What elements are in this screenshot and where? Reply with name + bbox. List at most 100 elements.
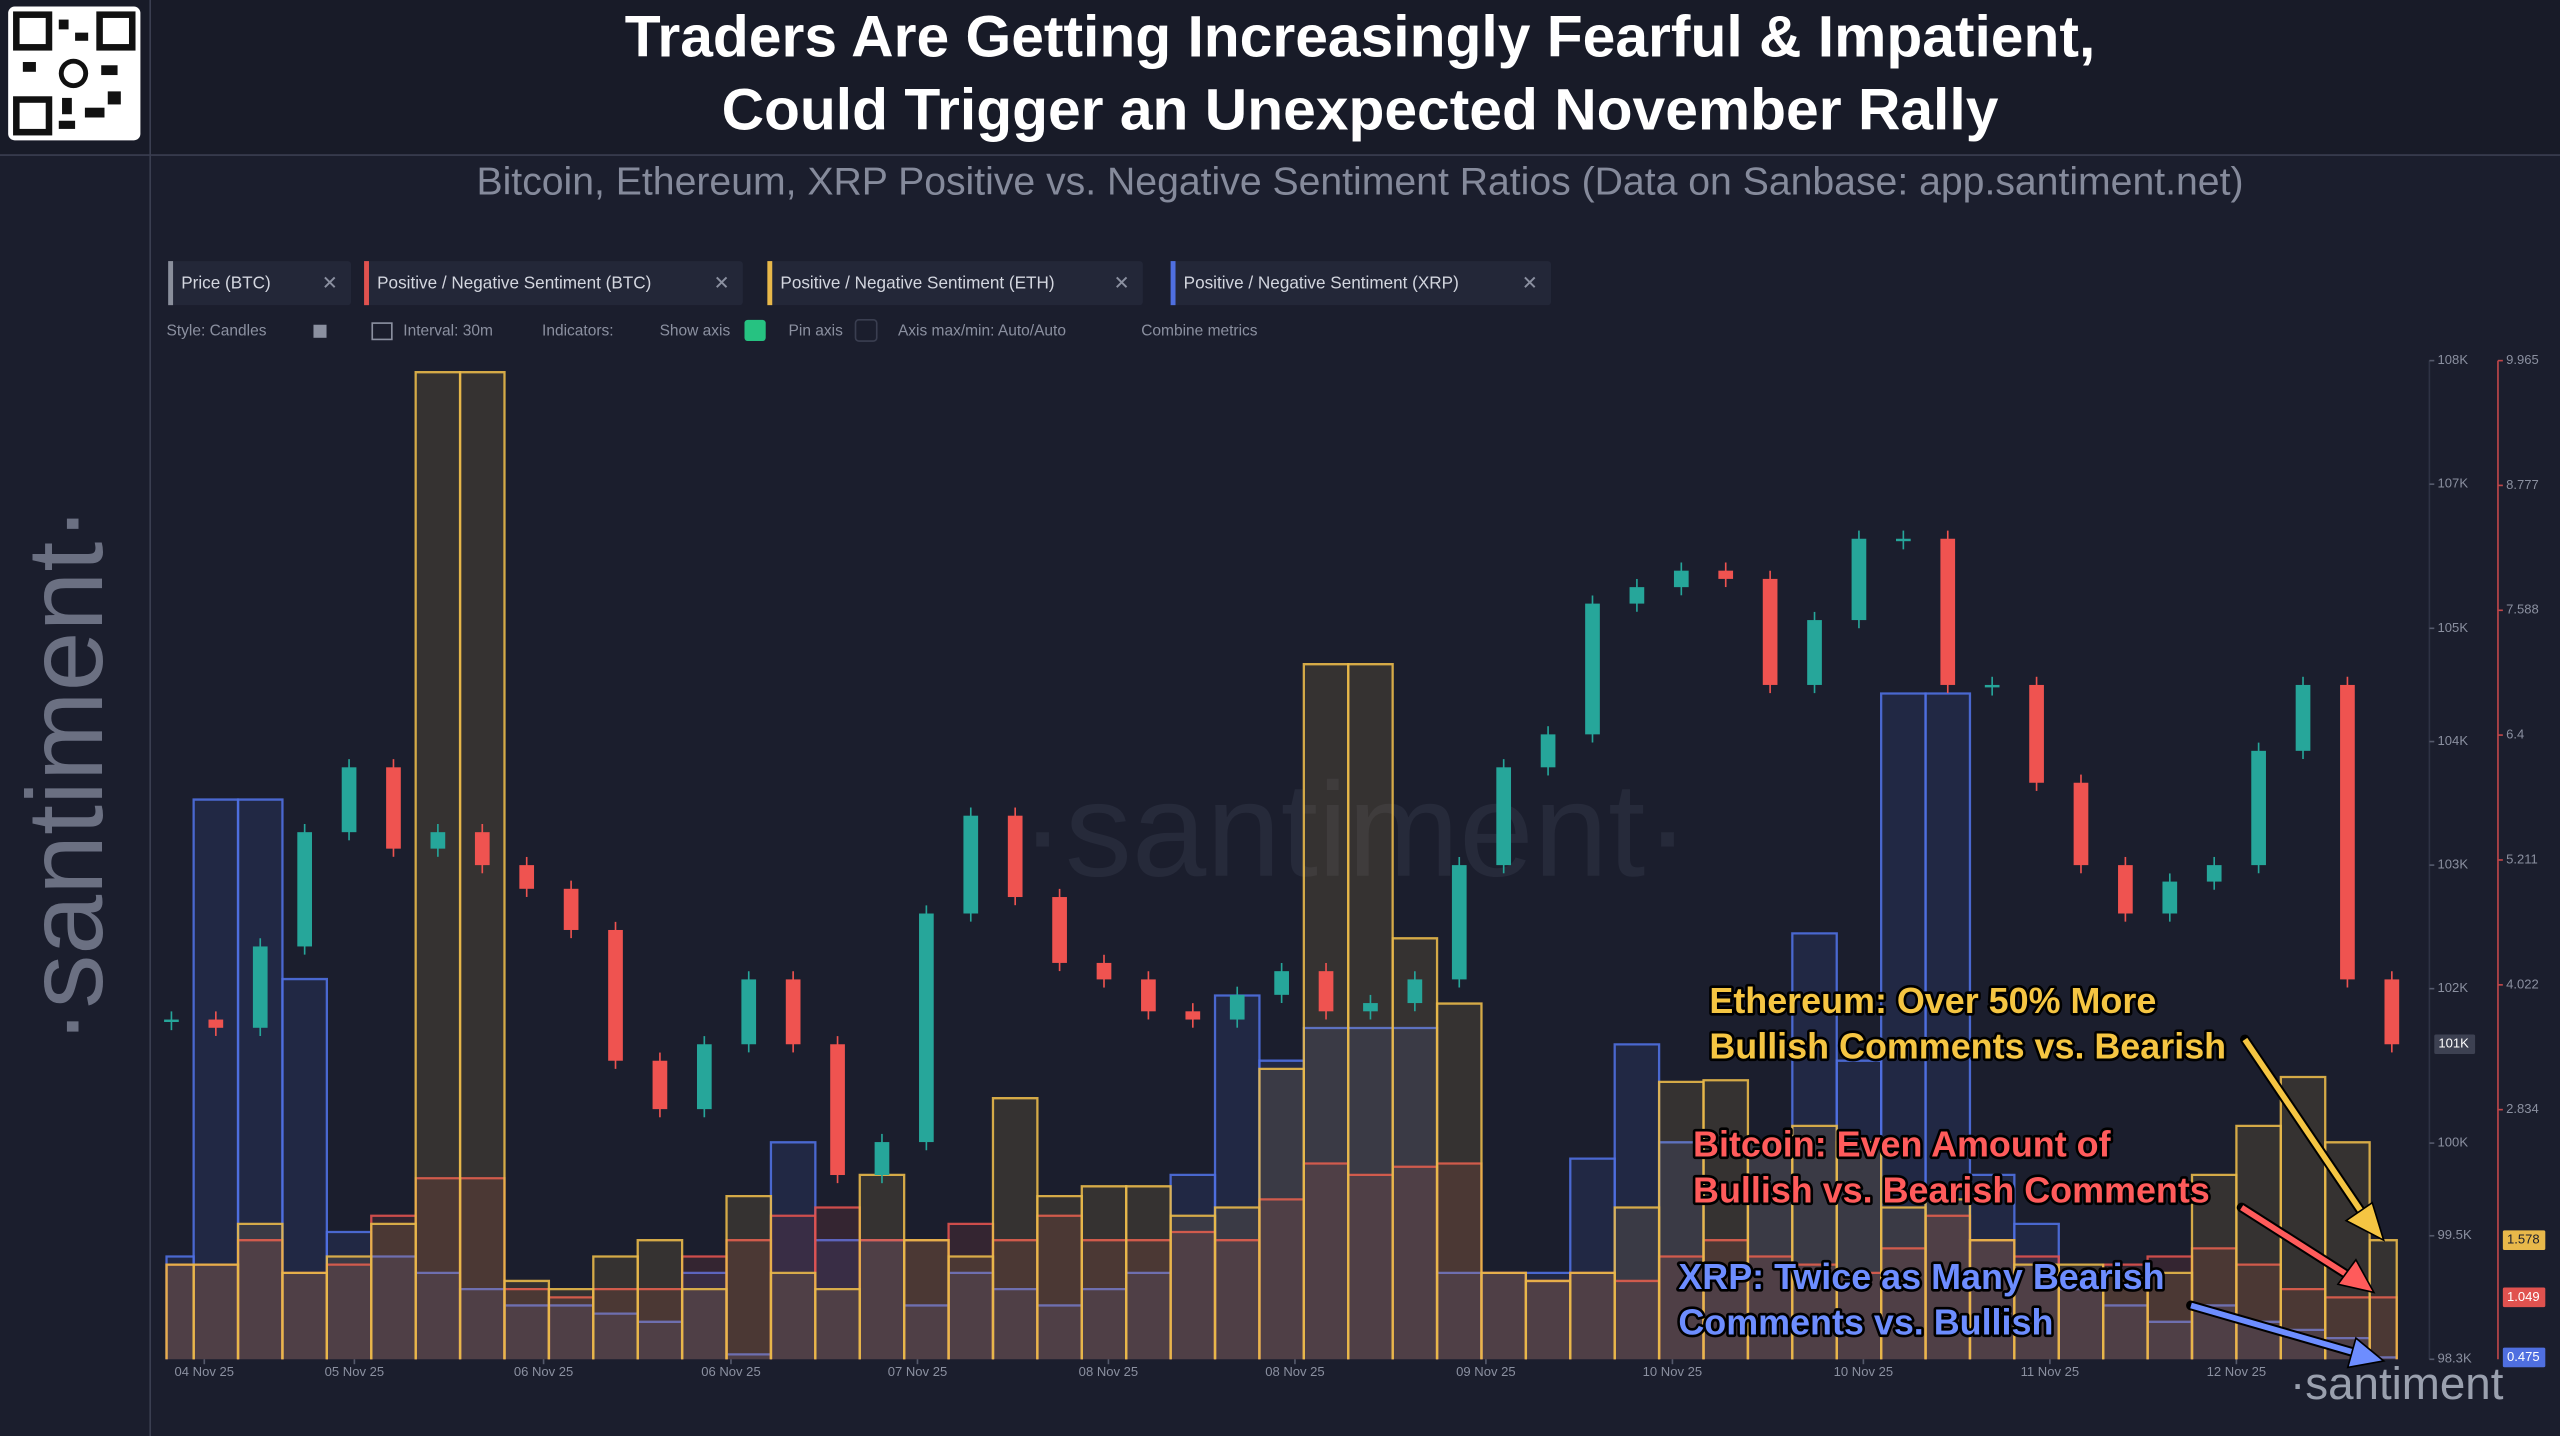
- y-tick-label: 105K: [2438, 620, 2469, 635]
- sentiment-step: [236, 1222, 284, 1360]
- candle: [2251, 750, 2266, 866]
- tab[interactable]: [364, 261, 743, 306]
- sentiment-step: [592, 1255, 639, 1360]
- sentiment-step: [370, 1222, 417, 1360]
- tab-close[interactable]: [324, 276, 336, 288]
- tab[interactable]: [767, 261, 1143, 306]
- candle: [1540, 734, 1556, 768]
- header-band: [0, 0, 2560, 156]
- x-tick-label: 09 Nov 25: [1456, 1364, 1515, 1379]
- candle: [608, 929, 623, 1061]
- y2-tick-label: 5.211: [2506, 851, 2538, 866]
- y-tick-label: 99.5K: [2438, 1227, 2472, 1242]
- toolbar-item[interactable]: Interval: 30m: [403, 322, 493, 339]
- candle: [1984, 684, 2000, 688]
- candle: [1007, 815, 1023, 898]
- sentiment-step: [947, 1255, 995, 1360]
- candle: [208, 1019, 224, 1028]
- candle: [874, 1142, 890, 1176]
- sentiment-step: [1435, 1002, 1483, 1360]
- plot-area: 108K 107K 105K 104K 103K 102K 100K 99.5K 98.3K 9.…: [164, 352, 2546, 1379]
- candle: [830, 1044, 845, 1176]
- tab-label[interactable]: Price (BTC): [181, 272, 270, 292]
- toolbar-item[interactable]: Combine metrics: [1141, 322, 1258, 339]
- sentiment-step: [547, 1287, 595, 1360]
- toolbar-item[interactable]: Pin axis: [789, 322, 844, 339]
- tab[interactable]: [168, 261, 352, 306]
- candle: [652, 1060, 668, 1110]
- tab-close[interactable]: [1116, 276, 1128, 288]
- y2-tick-label: 6.4: [2506, 727, 2524, 742]
- candle: [563, 888, 579, 930]
- sentiment-step: [1213, 1206, 1261, 1360]
- toolbar-item[interactable]: Axis max/min: Auto/Auto: [898, 322, 1066, 339]
- color-swatch[interactable]: [313, 324, 327, 338]
- x-tick-label: 12 Nov 25: [2207, 1364, 2266, 1379]
- x-tick-label: 05 Nov 25: [325, 1364, 384, 1379]
- sentiment-step: [1036, 1194, 1083, 1360]
- x-tick-label: 04 Nov 25: [175, 1364, 234, 1379]
- sentiment-step: [725, 1194, 773, 1360]
- toolbar-item[interactable]: Indicators:: [542, 322, 614, 339]
- candle: [430, 832, 446, 849]
- candle: [1363, 1003, 1378, 1012]
- candle: [1496, 767, 1512, 866]
- value-badge: [2502, 1230, 2546, 1250]
- tab-color: [168, 261, 174, 306]
- sentiment-step: [680, 1287, 728, 1360]
- tab-close[interactable]: [1524, 276, 1536, 288]
- candle: [164, 1019, 179, 1022]
- candle: [1629, 587, 1645, 604]
- candle: [1141, 979, 1156, 1012]
- arrow: [2240, 1205, 2356, 1282]
- candle: [1762, 578, 1778, 685]
- toolbar: Style: Candles Interval: 30m Indicators:…: [167, 319, 1258, 342]
- candle: [2118, 865, 2133, 914]
- candle: [741, 979, 757, 1045]
- sentiment-step: [1258, 1067, 1305, 1360]
- tab-label[interactable]: Positive / Negative Sentiment (XRP): [1184, 272, 1459, 292]
- sentiment-step: [1480, 1271, 1528, 1360]
- arrow: [2190, 1302, 2362, 1358]
- checkbox[interactable]: [744, 319, 766, 342]
- y-tick-label: 98.3K: [2438, 1351, 2472, 1366]
- candle: [1274, 971, 1289, 995]
- sentiment-step: [769, 1271, 817, 1360]
- sentiment-step: [503, 1279, 551, 1360]
- candle: [2029, 684, 2044, 783]
- tab-color: [364, 261, 369, 306]
- annotations: Ethereum: Over 50% More Bullish Comments…: [1676, 978, 2386, 1369]
- tab-label[interactable]: Positive / Negative Sentiment (ETH): [780, 272, 1054, 292]
- candle: [252, 946, 268, 1028]
- candle: [386, 767, 401, 849]
- x-tick-label: 10 Nov 25: [1643, 1364, 1702, 1379]
- y-tick-label: 103K: [2438, 857, 2469, 872]
- candle: [963, 815, 979, 914]
- qr-code: [8, 6, 141, 141]
- checkbox[interactable]: [854, 319, 878, 342]
- candle: [2073, 782, 2089, 866]
- watermark: ·santiment·: [1020, 756, 1690, 905]
- sentiment-step: [414, 371, 462, 1360]
- tab-close[interactable]: [716, 276, 728, 288]
- sentiment-step: [165, 1263, 195, 1360]
- sentiment-step: [192, 1263, 240, 1360]
- sentiment-step: [636, 1239, 684, 1360]
- candle: [1229, 994, 1245, 1020]
- toolbar-item[interactable]: Show axis: [660, 322, 731, 339]
- y2-tick-label: 2.834: [2506, 1101, 2539, 1116]
- annotation: XRP: Twice as Many Bearish: [1678, 1257, 2164, 1297]
- tab-color: [767, 261, 773, 306]
- title-line: Could Trigger an Unexpected November Ral…: [722, 78, 1999, 143]
- sentiment-step: [1569, 1271, 1616, 1360]
- toolbar-item[interactable]: Style: Candles: [167, 322, 267, 339]
- candle: [2162, 881, 2178, 914]
- tab-label[interactable]: Positive / Negative Sentiment (BTC): [377, 272, 651, 292]
- tab[interactable]: [1170, 261, 1552, 306]
- candle: [1185, 1011, 1201, 1020]
- y-tick-label: 100K: [2438, 1135, 2469, 1150]
- annotation: Bitcoin: Even Amount of: [1693, 1125, 2112, 1165]
- sentiment-step: [1524, 1279, 1572, 1360]
- value-badge-label: 1.049: [2507, 1289, 2540, 1304]
